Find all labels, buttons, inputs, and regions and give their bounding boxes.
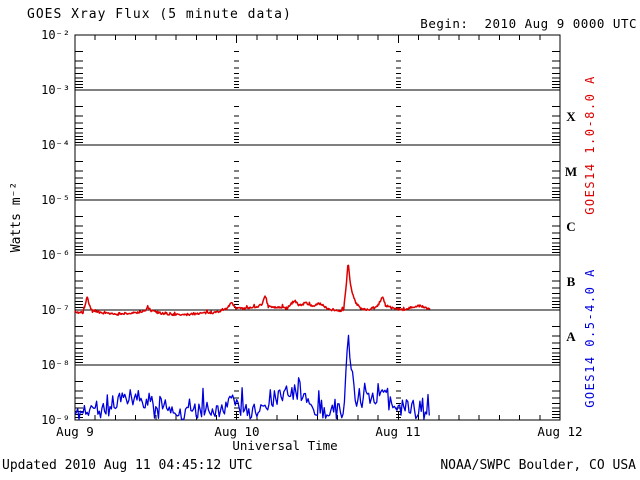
short-channel-trace <box>74 334 430 421</box>
y-tick-label-1e-7: 10⁻⁷ <box>41 303 70 317</box>
short-channel-label: GOES14 0.5-4.0 A <box>583 268 597 408</box>
y-tick-label-1e-9: 10⁻⁹ <box>41 413 70 427</box>
flare-class-label-b: B <box>566 274 576 289</box>
y-tick-label-1e-2: 10⁻² <box>41 28 70 42</box>
page-title: GOES Xray Flux (5 minute data) <box>27 7 292 22</box>
y-axis-title: Watts m⁻² <box>9 181 24 253</box>
y-tick-label-1e-6: 10⁻⁶ <box>41 248 70 262</box>
x-tick-label-aug11: Aug 11 <box>375 424 421 439</box>
long-channel-label: GOES14 1.0-8.0 A <box>583 75 597 215</box>
x-tick-label-aug9: Aug 9 <box>56 424 94 439</box>
begin-timestamp: Begin: 2010 Aug 9 0000 UTC <box>420 16 637 31</box>
x-tick-label-aug12: Aug 12 <box>537 424 583 439</box>
long-channel-trace <box>74 264 431 317</box>
plot-grid <box>74 34 561 421</box>
y-tick-label-1e-3: 10⁻³ <box>41 83 70 97</box>
x-axis-title: Universal Time <box>232 438 338 453</box>
flare-class-label-a: A <box>566 329 576 344</box>
updated-timestamp: Updated 2010 Aug 11 04:45:12 UTC <box>2 458 253 473</box>
flare-class-label-c: C <box>566 219 576 234</box>
y-tick-label-1e-4: 10⁻⁴ <box>41 138 70 152</box>
source-attribution: NOAA/SWPC Boulder, CO USA <box>440 458 636 473</box>
flare-class-label-m: M <box>564 164 578 179</box>
y-tick-label-1e-8: 10⁻⁸ <box>41 358 70 372</box>
flare-class-label-x: X <box>566 109 576 124</box>
y-tick-label-1e-5: 10⁻⁵ <box>41 193 70 207</box>
x-tick-label-aug10: Aug 10 <box>214 424 260 439</box>
